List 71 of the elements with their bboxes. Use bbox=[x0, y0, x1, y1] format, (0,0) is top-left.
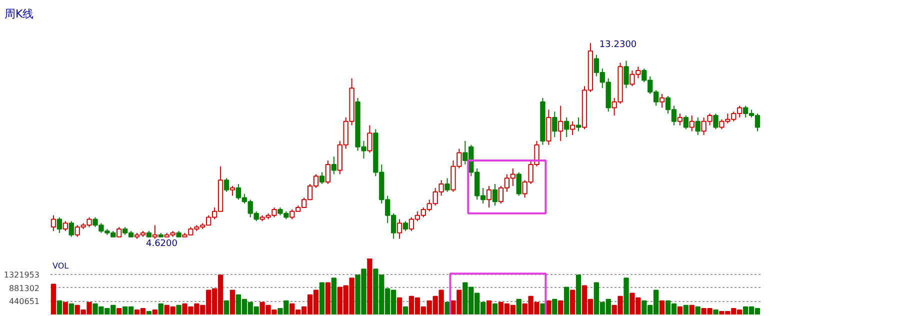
y-tick-label: 440651 bbox=[8, 297, 40, 306]
candlestick bbox=[564, 116, 570, 138]
bar bbox=[367, 258, 372, 314]
candlestick bbox=[56, 216, 62, 234]
candlestick bbox=[224, 178, 230, 192]
bar bbox=[683, 304, 689, 314]
bar bbox=[516, 298, 522, 314]
bar bbox=[713, 309, 718, 314]
bar bbox=[319, 282, 325, 314]
bar bbox=[624, 278, 629, 314]
bar bbox=[62, 302, 68, 314]
bar bbox=[564, 286, 570, 314]
candlestick bbox=[325, 160, 331, 185]
bar bbox=[659, 300, 665, 314]
candlestick bbox=[695, 116, 700, 136]
bar bbox=[146, 310, 152, 314]
candlestick bbox=[50, 214, 56, 232]
candlestick bbox=[319, 172, 325, 185]
candlestick bbox=[546, 109, 552, 146]
candlestick bbox=[396, 218, 402, 240]
bar bbox=[56, 300, 62, 314]
candlestick bbox=[486, 185, 492, 208]
bar bbox=[558, 300, 564, 314]
bar bbox=[492, 303, 498, 314]
annotation: 4.6200 bbox=[146, 238, 178, 249]
candlestick bbox=[402, 220, 408, 232]
candlestick bbox=[68, 220, 74, 238]
candlestick bbox=[576, 116, 582, 132]
chart-title: 周K线 bbox=[4, 8, 34, 20]
annotation: 13.2300 bbox=[599, 40, 637, 50]
candlestick bbox=[713, 113, 718, 130]
bar bbox=[402, 306, 408, 314]
bar bbox=[486, 300, 492, 314]
bar bbox=[158, 303, 164, 314]
bar bbox=[695, 306, 700, 314]
candlestick bbox=[444, 178, 450, 192]
candlestick bbox=[230, 185, 236, 196]
bar bbox=[570, 290, 576, 314]
candlestick bbox=[624, 60, 629, 89]
bar bbox=[689, 304, 694, 314]
bar bbox=[677, 306, 683, 314]
candlestick bbox=[689, 115, 694, 132]
y-tick-label: 881302 bbox=[8, 284, 40, 293]
bar bbox=[68, 303, 74, 314]
candlestick bbox=[367, 124, 372, 154]
bar bbox=[396, 297, 402, 314]
candlestick bbox=[492, 184, 498, 206]
candlestick bbox=[659, 93, 665, 108]
bar bbox=[176, 304, 182, 314]
y-tick-label: 1321953 bbox=[4, 270, 40, 280]
bar bbox=[116, 308, 122, 314]
annotation: VOL bbox=[52, 262, 70, 270]
candlestick bbox=[558, 105, 564, 142]
candlestick bbox=[331, 156, 336, 175]
bar bbox=[224, 300, 230, 314]
candlestick bbox=[62, 220, 68, 232]
bar bbox=[230, 290, 236, 314]
candlestick bbox=[552, 111, 558, 138]
bar bbox=[552, 298, 558, 314]
candlestick bbox=[516, 172, 522, 196]
candlestick bbox=[683, 115, 689, 130]
bar bbox=[152, 309, 158, 314]
candlestick bbox=[677, 113, 683, 126]
candlestick bbox=[116, 226, 122, 238]
candlestick bbox=[152, 224, 158, 240]
bar bbox=[331, 278, 336, 314]
bar bbox=[50, 284, 56, 314]
candlestick bbox=[570, 120, 576, 136]
bar bbox=[576, 274, 582, 314]
bar bbox=[546, 300, 552, 314]
bar bbox=[325, 282, 331, 314]
